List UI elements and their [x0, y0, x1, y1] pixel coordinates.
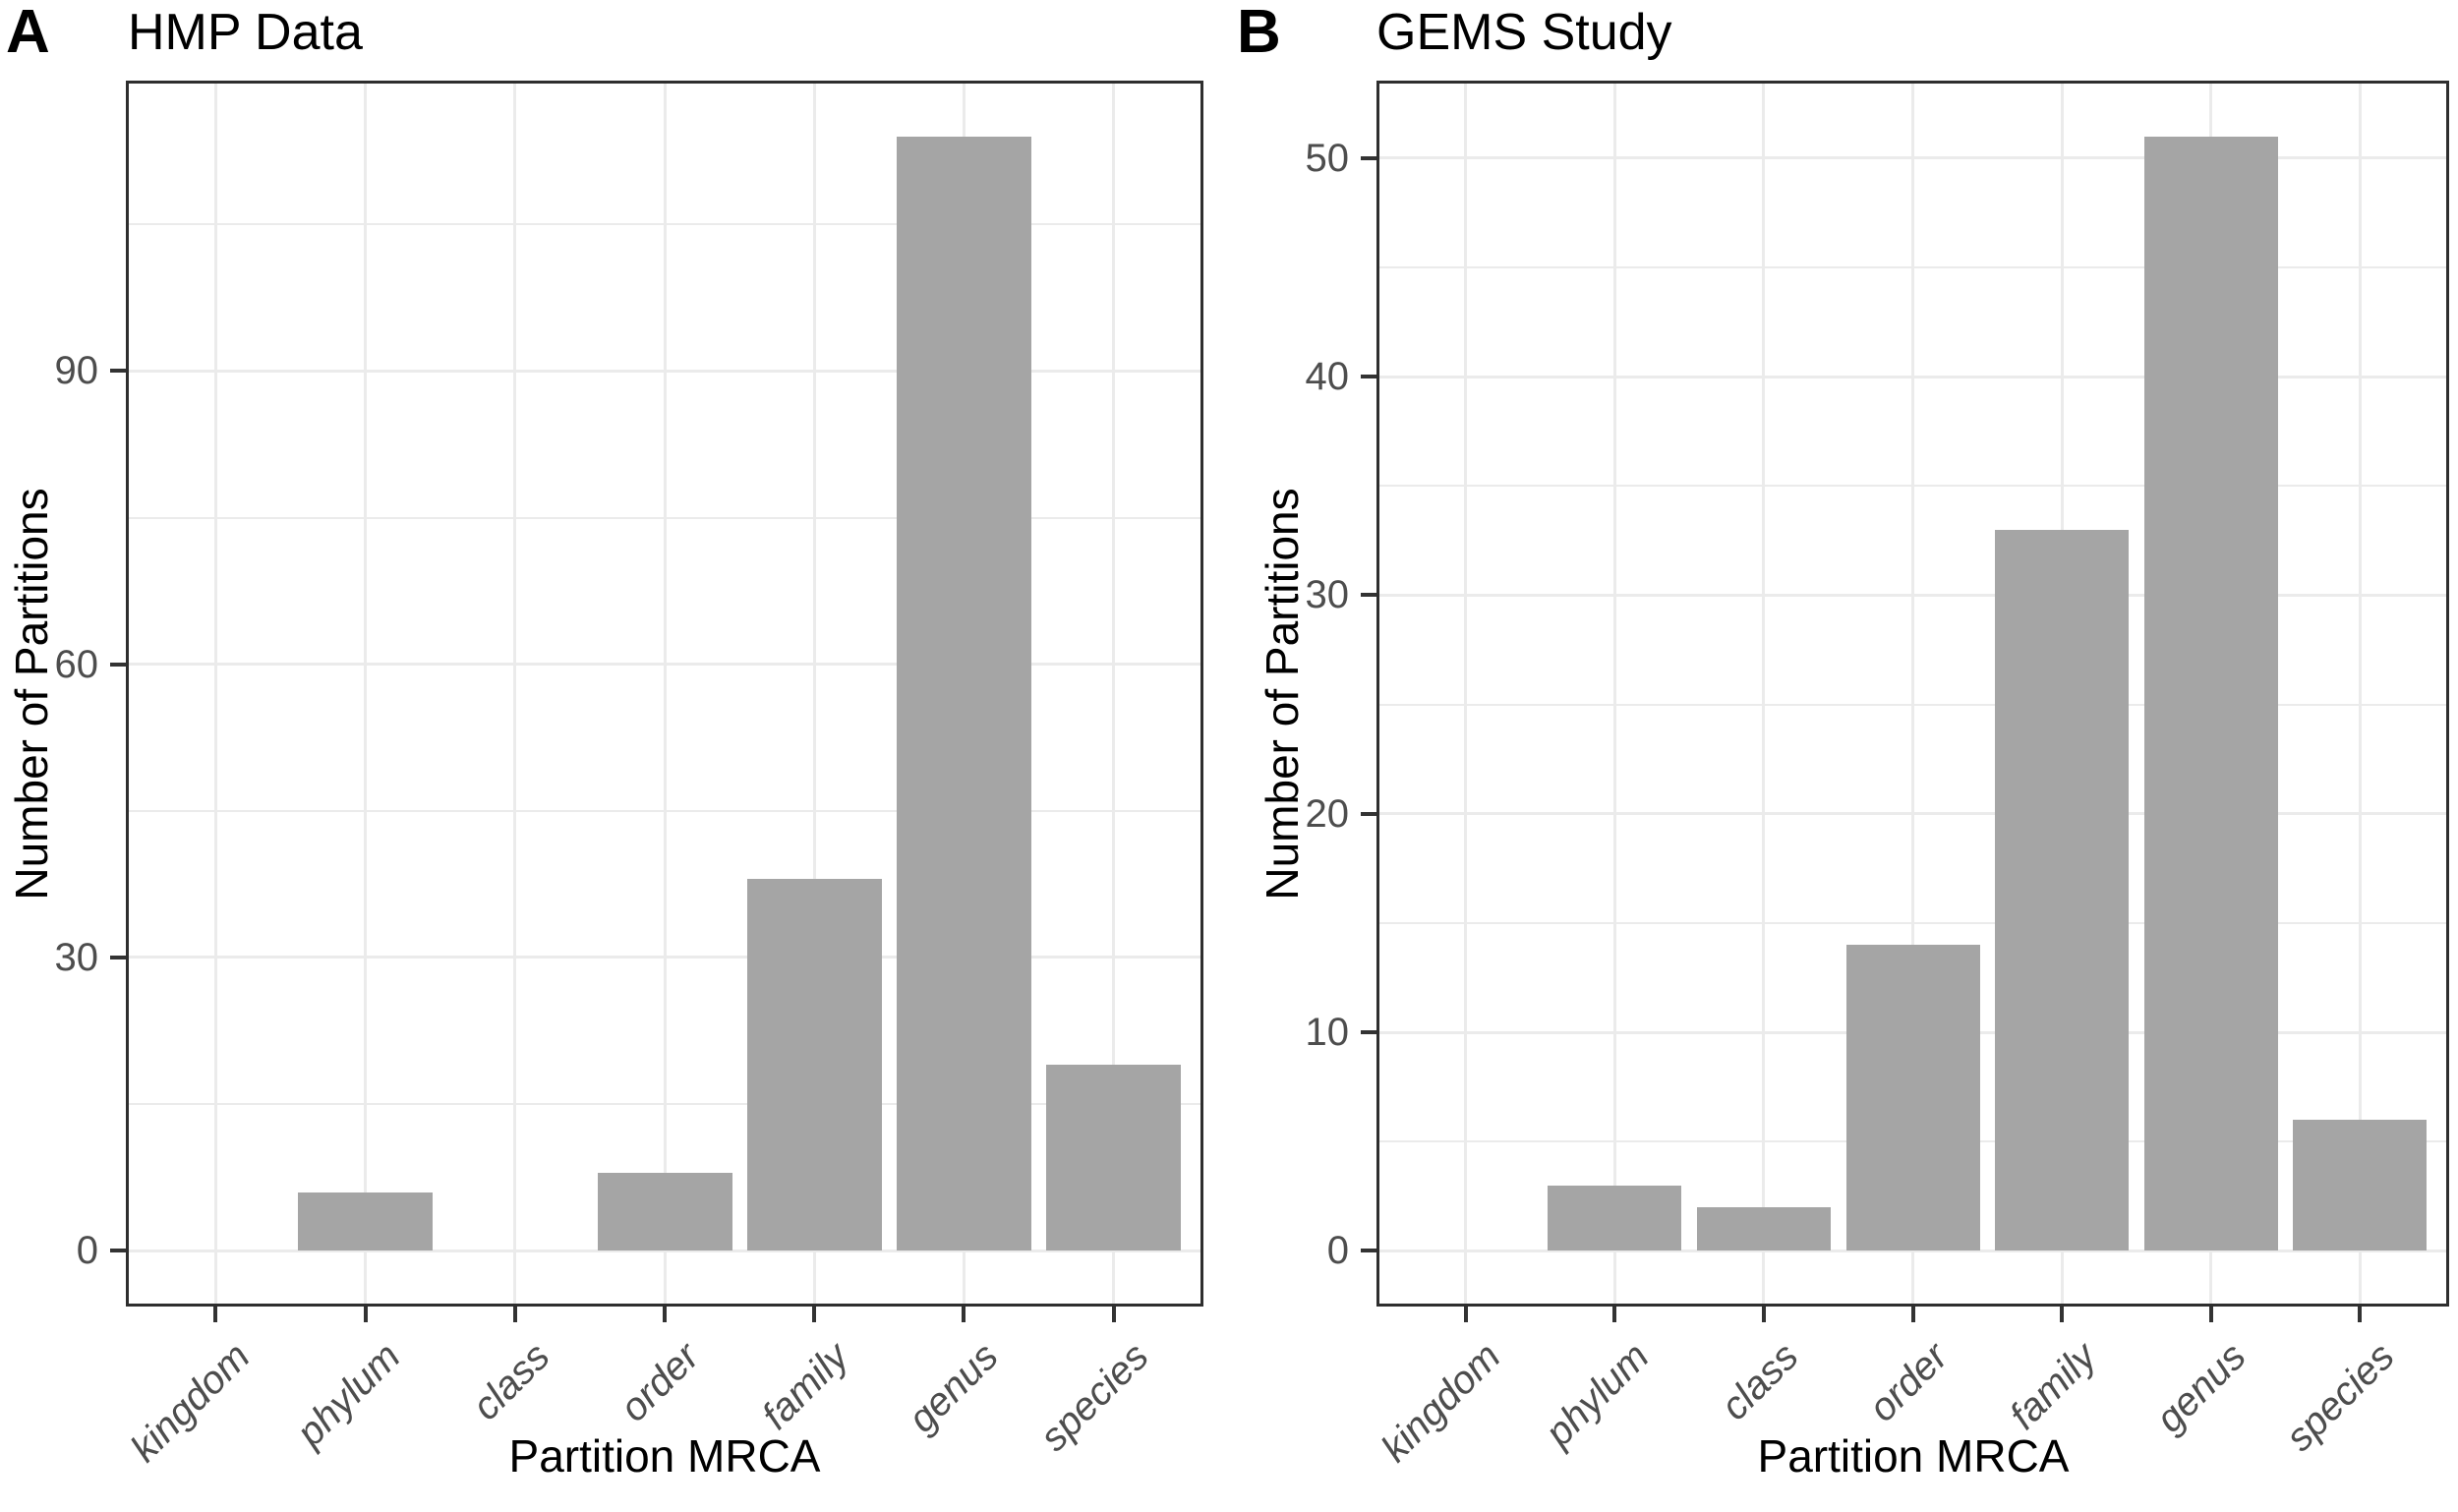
x-tick-label-genus: genus — [900, 1334, 1008, 1441]
bar-species — [1046, 1065, 1181, 1251]
gridline-x-phylum — [1612, 81, 1616, 1307]
y-tick-mark-60 — [110, 662, 126, 667]
x-tick-mark-genus — [2208, 1307, 2213, 1322]
bar-class — [1697, 1206, 1831, 1251]
x-tick-label-genus: genus — [2147, 1334, 2254, 1441]
x-tick-label-kingdom: kingdom — [122, 1334, 260, 1471]
y-tick-mark-50 — [1361, 155, 1376, 160]
panel-a-title: HMP Data — [128, 4, 363, 61]
panel-b-letter: B — [1237, 0, 1281, 66]
panel-b-y-axis-title: Number of Partitions — [1257, 488, 1308, 901]
x-tick-mark-order — [663, 1307, 667, 1322]
y-tick-label-30: 30 — [1305, 573, 1350, 617]
bar-family — [1995, 529, 2129, 1251]
y-tick-label-0: 0 — [76, 1229, 98, 1273]
gridline-x-phylum — [364, 81, 368, 1307]
gridline-x-kingdom — [213, 81, 217, 1307]
bar-order — [1846, 945, 1980, 1251]
y-tick-label-10: 10 — [1305, 1011, 1350, 1055]
panel-a-x-axis-title: Partition MRCA — [508, 1430, 821, 1482]
x-tick-mark-family — [812, 1307, 817, 1322]
gridline-x-species — [1112, 81, 1116, 1307]
x-tick-label-family: family — [753, 1334, 857, 1438]
bar-phylum — [298, 1192, 433, 1251]
y-tick-label-30: 30 — [54, 935, 99, 979]
y-tick-label-40: 40 — [1305, 355, 1350, 399]
x-tick-mark-species — [2358, 1307, 2363, 1322]
gridline-x-species — [2358, 81, 2362, 1307]
gridline-x-order — [663, 81, 667, 1307]
x-tick-mark-kingdom — [213, 1307, 218, 1322]
gridline-x-class — [1762, 81, 1766, 1307]
panel-b-title: GEMS Study — [1376, 4, 1672, 61]
y-tick-mark-10 — [1361, 1030, 1376, 1035]
x-tick-mark-order — [1910, 1307, 1915, 1322]
x-tick-label-kingdom: kingdom — [1373, 1334, 1509, 1471]
gridline-x-kingdom — [1464, 81, 1468, 1307]
bar-order — [598, 1172, 732, 1251]
y-tick-label-20: 20 — [1305, 791, 1350, 836]
gridline-x-class — [513, 81, 517, 1307]
x-tick-mark-family — [2060, 1307, 2065, 1322]
y-tick-label-90: 90 — [54, 349, 99, 393]
y-tick-mark-40 — [1361, 375, 1376, 379]
bar-phylum — [1548, 1185, 1681, 1251]
x-tick-mark-species — [1111, 1307, 1116, 1322]
x-tick-mark-phylum — [363, 1307, 368, 1322]
x-tick-label-phylum: phylum — [287, 1334, 409, 1455]
y-tick-mark-30 — [110, 955, 126, 960]
x-tick-label-species: species — [2277, 1334, 2403, 1460]
panel-a-letter: A — [6, 0, 50, 66]
x-tick-mark-genus — [962, 1307, 966, 1322]
y-tick-label-60: 60 — [54, 642, 99, 686]
bar-species — [2293, 1119, 2427, 1251]
y-tick-label-0: 0 — [1326, 1229, 1349, 1273]
panel-b-x-axis-title: Partition MRCA — [1757, 1430, 2070, 1482]
gridline-x-order — [1911, 81, 1914, 1307]
bar-genus — [897, 136, 1031, 1251]
x-tick-label-family: family — [2001, 1334, 2105, 1438]
x-tick-label-species: species — [1031, 1334, 1157, 1460]
x-tick-mark-class — [512, 1307, 517, 1322]
gridline-x-family — [812, 81, 816, 1307]
x-tick-mark-class — [1761, 1307, 1766, 1322]
x-tick-label-order: order — [1860, 1334, 1957, 1430]
y-tick-mark-90 — [110, 369, 126, 374]
y-tick-mark-0 — [1361, 1249, 1376, 1253]
bar-genus — [2144, 136, 2278, 1251]
y-tick-label-50: 50 — [1305, 136, 1350, 180]
x-tick-mark-kingdom — [1463, 1307, 1468, 1322]
x-tick-mark-phylum — [1612, 1307, 1617, 1322]
panel-a-y-axis-title: Number of Partitions — [6, 488, 57, 901]
x-tick-label-class: class — [463, 1334, 558, 1429]
bar-family — [747, 879, 882, 1251]
x-tick-label-phylum: phylum — [1537, 1334, 1659, 1455]
x-tick-label-order: order — [612, 1334, 708, 1430]
y-tick-mark-20 — [1361, 811, 1376, 816]
y-tick-mark-30 — [1361, 593, 1376, 598]
x-tick-label-class: class — [1713, 1334, 1807, 1429]
y-tick-mark-0 — [110, 1249, 126, 1253]
